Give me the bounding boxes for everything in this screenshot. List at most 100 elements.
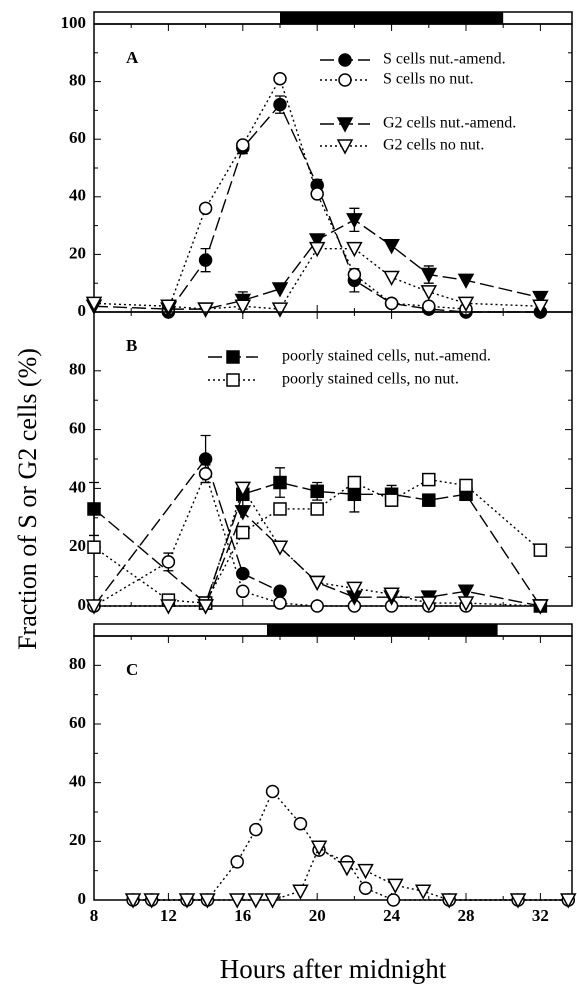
marker xyxy=(346,241,363,258)
marker xyxy=(383,239,400,255)
marker xyxy=(310,599,324,613)
marker xyxy=(346,581,363,597)
dark-bar xyxy=(266,624,498,636)
x-tick-label: 12 xyxy=(160,906,177,925)
marker xyxy=(509,893,527,909)
series-line xyxy=(93,478,541,604)
marker xyxy=(234,505,252,521)
marker xyxy=(273,596,287,610)
series-line xyxy=(167,103,541,313)
y-tick-label: 40 xyxy=(69,772,86,791)
x-tick-label: 20 xyxy=(309,906,326,925)
marker xyxy=(87,540,101,554)
legend-marker xyxy=(226,373,240,387)
y-tick-label: 100 xyxy=(61,13,87,32)
marker xyxy=(249,822,263,837)
y-tick-label: 20 xyxy=(69,830,86,849)
marker xyxy=(273,584,287,599)
marker xyxy=(532,299,549,315)
x-tick-label: 16 xyxy=(234,906,251,925)
marker xyxy=(358,881,373,896)
marker xyxy=(236,584,250,599)
marker xyxy=(271,302,289,318)
marker xyxy=(198,452,213,466)
marker xyxy=(308,575,326,592)
marker xyxy=(271,282,289,298)
legend-marker xyxy=(338,73,352,87)
marker xyxy=(457,273,475,289)
panel-label: C xyxy=(126,660,138,679)
y-tick-label: 40 xyxy=(69,186,86,205)
x-tick-label: 8 xyxy=(90,906,99,925)
y-tick-label: 80 xyxy=(69,654,86,673)
legend-label: S cells no nut. xyxy=(383,71,474,88)
marker xyxy=(234,299,252,315)
marker xyxy=(87,502,101,516)
marker xyxy=(560,893,577,909)
y-tick-label: 0 xyxy=(78,595,87,614)
y-tick-label: 60 xyxy=(69,128,86,147)
marker xyxy=(197,599,214,615)
legend-marker xyxy=(338,53,352,67)
marker xyxy=(383,587,400,603)
y-tick-label: 20 xyxy=(69,243,86,262)
marker xyxy=(228,893,246,909)
marker xyxy=(273,97,287,112)
panel-label: B xyxy=(126,336,137,355)
legend-marker xyxy=(336,117,354,133)
marker xyxy=(234,481,252,497)
marker xyxy=(383,270,400,287)
marker xyxy=(198,253,213,267)
series-line xyxy=(133,846,569,901)
marker xyxy=(160,299,177,315)
marker xyxy=(271,540,289,556)
y-tick-label: 60 xyxy=(69,713,86,732)
marker xyxy=(386,893,401,907)
y-tick-label: 20 xyxy=(69,536,86,555)
marker xyxy=(308,241,326,258)
plot-frame xyxy=(93,635,573,901)
marker xyxy=(420,285,438,301)
marker xyxy=(198,466,213,481)
marker xyxy=(265,784,280,799)
marker xyxy=(124,893,142,909)
marker xyxy=(533,543,548,557)
marker xyxy=(236,138,250,152)
marker xyxy=(384,296,399,311)
marker xyxy=(346,213,363,229)
marker xyxy=(420,596,438,612)
marker xyxy=(422,472,436,487)
series-line xyxy=(204,510,541,607)
series-line xyxy=(93,219,541,310)
x-tick-label: 32 xyxy=(532,906,549,925)
marker xyxy=(310,502,324,516)
y-tick-label: 60 xyxy=(69,419,86,438)
marker xyxy=(347,267,362,282)
marker xyxy=(264,893,281,909)
legend-label: G2 cells nut.-amend. xyxy=(383,115,516,132)
marker xyxy=(292,884,309,900)
marker xyxy=(178,893,196,909)
x-axis-label: Hours after midnight xyxy=(220,954,447,984)
marker xyxy=(384,493,399,507)
marker xyxy=(273,502,287,516)
marker xyxy=(457,584,475,600)
marker xyxy=(420,267,438,284)
marker xyxy=(532,599,549,615)
y-tick-label: 40 xyxy=(69,477,86,496)
marker xyxy=(273,475,287,490)
marker xyxy=(414,884,432,900)
marker xyxy=(199,893,216,909)
marker xyxy=(143,893,160,909)
marker xyxy=(347,487,362,502)
y-tick-label: 0 xyxy=(78,301,87,320)
marker xyxy=(236,525,250,540)
marker xyxy=(457,296,475,312)
legend-label: G2 cells no nut. xyxy=(383,137,484,154)
marker xyxy=(85,599,103,615)
y-tick-label: 80 xyxy=(69,360,86,379)
marker xyxy=(357,863,374,880)
series-line xyxy=(133,790,569,901)
legend-marker xyxy=(336,139,354,155)
